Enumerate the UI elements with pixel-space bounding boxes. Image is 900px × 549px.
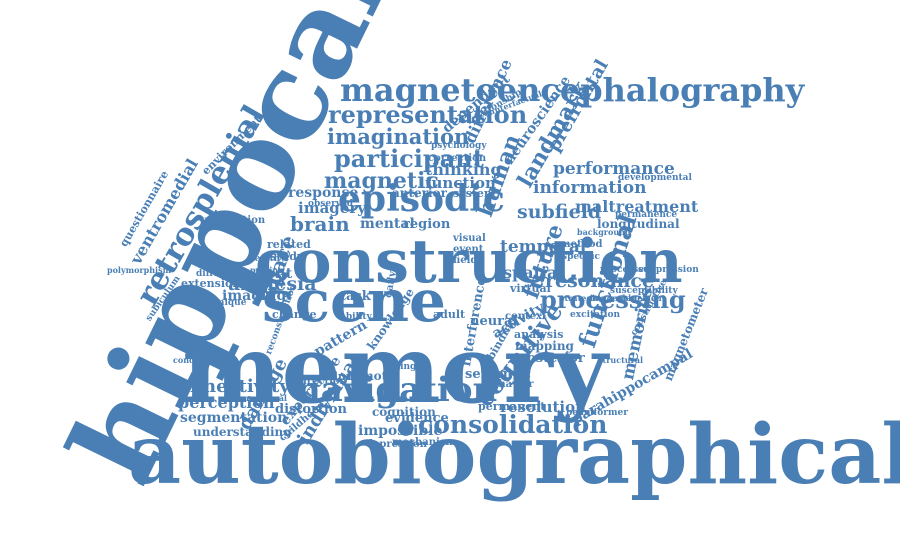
word-imaging: imaging xyxy=(222,287,287,304)
word-imagery: imagery xyxy=(298,199,366,217)
word-technique: technique xyxy=(196,297,247,308)
word-change: change xyxy=(272,308,317,322)
word-strategies: strategies xyxy=(560,292,605,303)
word-remote: remote xyxy=(347,369,395,384)
word-mapping: mapping xyxy=(515,339,574,354)
word-scene: scene xyxy=(262,266,446,335)
word-mental: mental xyxy=(360,215,415,232)
word-thinking: thinking xyxy=(425,160,502,180)
word-maltreatment: maltreatment xyxy=(575,197,699,217)
word-longitudinal: longitudinal xyxy=(597,217,680,232)
word-behavior: behavior xyxy=(485,379,534,390)
word-amnesia: amnesia xyxy=(228,272,317,295)
word-participant: participant xyxy=(334,143,484,173)
word-study: study xyxy=(270,250,304,264)
word-polymorphism: polymorphism xyxy=(107,264,172,275)
word-mechanism: mechanism xyxy=(392,437,457,448)
word-excitation: excitation xyxy=(570,309,621,320)
word-method: method xyxy=(560,239,603,250)
word-ability: ability xyxy=(340,311,372,322)
word-event: event xyxy=(453,244,484,255)
word-temporal: temporal xyxy=(500,237,587,258)
word-segmentation: segmentation xyxy=(180,409,288,426)
word-single: single xyxy=(395,361,426,372)
word-consolidation: consolidation xyxy=(418,410,608,439)
word-permanence: permanence xyxy=(615,209,678,220)
word-imageable: imageable xyxy=(590,292,637,303)
word-region: region xyxy=(403,216,451,232)
word-resolution: resolution xyxy=(500,398,587,416)
word-extension: extension xyxy=(181,277,241,291)
word-developmental: developmental xyxy=(618,172,692,183)
word-analysis: analysis xyxy=(514,328,564,342)
word-related: related xyxy=(267,238,311,252)
word-field: field xyxy=(453,255,478,266)
word-function: function xyxy=(425,174,496,192)
word-impossible: impossible xyxy=(358,422,443,439)
word-processing: processing xyxy=(540,284,686,314)
word-permanent: permanent xyxy=(478,400,546,414)
word-performance: performance xyxy=(553,159,675,180)
word-posterior: posterior xyxy=(518,350,585,366)
word-semantic: semantic xyxy=(465,366,532,382)
word-dimensional: dimensional xyxy=(232,392,287,403)
word-depression: depression xyxy=(366,439,427,450)
word-cognition: cognition xyxy=(372,405,436,420)
word-navigation: navigation xyxy=(296,369,498,410)
word-observed: observed xyxy=(308,198,354,209)
word-susceptibility: susceptibility xyxy=(610,285,678,296)
word-autobiographical: autobiographical xyxy=(128,407,900,504)
word-making: making xyxy=(250,264,284,275)
word-virtual: virtual xyxy=(510,282,551,296)
word-brain: brain xyxy=(290,212,350,236)
word-conduction: conduction xyxy=(173,354,224,365)
word-diffusion: diffusion xyxy=(196,268,241,279)
word-understanding: understanding xyxy=(193,425,292,440)
word-visual: visual xyxy=(453,233,486,244)
word-resonance: resonance xyxy=(545,269,655,292)
word-adult: adult xyxy=(433,308,466,322)
word-magnetoencephalography: magnetoencephalography xyxy=(340,71,805,110)
word-patient: patient xyxy=(236,265,293,282)
word-direction: direction xyxy=(296,376,347,387)
word-response: response xyxy=(288,184,359,201)
word-engagement: engagement xyxy=(610,292,666,303)
word-anterior: anterior xyxy=(392,186,447,201)
word-association: association xyxy=(202,215,266,226)
word-system: system xyxy=(453,187,496,201)
word-information: information xyxy=(533,178,647,199)
word-specific: specific xyxy=(562,251,601,262)
word-background: background xyxy=(577,226,631,237)
word-connectivity: connectivity xyxy=(167,375,290,397)
word-beamformer: beamformer xyxy=(566,407,628,418)
word-magnetic: magnetic xyxy=(324,168,439,195)
word-psychology: psychology xyxy=(431,140,487,151)
word-subfield: subfield xyxy=(517,200,602,223)
word-structural: structural xyxy=(598,354,644,365)
word-processes: processes xyxy=(600,264,650,275)
word-volume: volume xyxy=(320,370,365,384)
word-spatial: spatial xyxy=(503,263,564,283)
word-correction: correction xyxy=(428,153,487,164)
word-suppression: suppression xyxy=(638,264,699,275)
word-context: context xyxy=(505,311,547,322)
word-task: task xyxy=(340,288,371,304)
word-neural: neural xyxy=(470,313,518,329)
word-healthy: healthy xyxy=(248,253,286,264)
word-episodic: episodic xyxy=(338,178,505,221)
word-imagination: imagination xyxy=(327,124,470,150)
word-perception: perception xyxy=(178,393,275,413)
word-distortion: distortion xyxy=(275,401,347,417)
word-evidence: evidence xyxy=(385,410,449,426)
word-representation: representation xyxy=(328,99,528,129)
word-memory: memory xyxy=(182,314,608,425)
word-construction: construction xyxy=(255,227,683,297)
